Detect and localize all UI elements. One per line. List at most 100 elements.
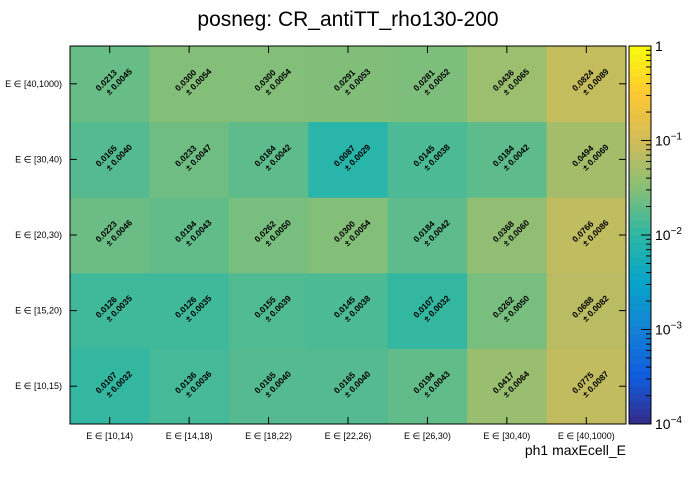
heatmap-cell — [228, 121, 309, 198]
colorbar-band — [629, 166, 651, 176]
heatmap-cell — [308, 348, 389, 425]
heatmap-cell — [70, 121, 150, 198]
colorbar-band — [629, 53, 651, 62]
heatmap-cell — [546, 46, 627, 123]
colorbar-tick-base: 10 — [655, 322, 671, 338]
heatmap-cell — [149, 348, 230, 425]
colorbar-tick-exponent: −3 — [671, 321, 683, 332]
colorbar-band — [629, 91, 651, 100]
colorbar-band — [629, 159, 651, 168]
colorbar-band — [629, 235, 651, 244]
heatmap-cell — [387, 272, 468, 349]
heatmap-cell — [308, 272, 389, 349]
colorbar: 10−410−310−210−11 — [628, 38, 683, 432]
y-tick-label: E ∈ [20,30) — [15, 230, 62, 240]
x-axis-label: ph1 maxEcell_E — [525, 442, 626, 458]
chart-title: posneg: CR_antiTT_rho130-200 — [197, 8, 498, 31]
colorbar-band — [629, 318, 651, 327]
heatmap-cell — [149, 197, 230, 274]
x-tick-label: E ∈ [30,40) — [483, 431, 530, 441]
x-tick-label: E ∈ [40,1000) — [558, 431, 615, 441]
colorbar-tick-base: 10 — [655, 133, 671, 149]
colorbar-tick-label: 1 — [655, 38, 663, 54]
colorbar-band — [629, 204, 651, 213]
y-tick-label: E ∈ [30,40) — [15, 154, 62, 164]
colorbar-band — [629, 378, 651, 387]
colorbar-tick-exponent: −4 — [671, 415, 683, 426]
x-tick-label: E ∈ [10,14) — [86, 431, 133, 441]
colorbar-band — [629, 227, 651, 236]
axes: E ∈ [10,14) E ∈ [14,18) E ∈ [18,22) E ∈ [22… — [5, 46, 626, 441]
colorbar-band — [629, 129, 651, 138]
colorbar-band — [629, 98, 651, 107]
heatmap-cells — [70, 46, 627, 425]
heatmap-cell — [387, 348, 468, 425]
y-tick-label: E ∈ [10,15) — [15, 381, 62, 391]
colorbar-band — [629, 325, 651, 334]
colorbar-tick-label: 10−1 — [655, 132, 682, 149]
colorbar-band — [629, 121, 651, 130]
colorbar-band — [629, 76, 651, 85]
colorbar-band — [629, 416, 651, 425]
heatmap-cell — [228, 348, 309, 425]
heatmap-cell — [546, 121, 627, 198]
colorbar-band — [629, 182, 651, 191]
colorbar-band — [629, 355, 651, 365]
colorbar-band — [629, 151, 651, 160]
colorbar-band — [629, 61, 651, 70]
heatmap-cell — [467, 46, 548, 123]
heatmap-cell — [387, 121, 468, 198]
heatmap-cell — [387, 46, 468, 123]
colorbar-band — [629, 393, 651, 402]
colorbar-band — [629, 265, 651, 274]
colorbar-band — [629, 386, 651, 395]
colorbar-band — [629, 295, 651, 304]
heatmap-cell — [467, 121, 548, 198]
heatmap-cell — [546, 197, 627, 274]
heatmap-cell — [467, 348, 548, 425]
heatmap-cell — [308, 121, 389, 198]
heatmap-cell — [70, 46, 150, 123]
colorbar-band — [629, 257, 651, 266]
x-tick-label: E ∈ [26,30) — [404, 431, 451, 441]
colorbar-band — [629, 114, 651, 123]
heatmap-cell — [70, 348, 150, 425]
colorbar-tick-base: 10 — [655, 227, 671, 243]
heatmap-cell — [149, 121, 230, 198]
y-tick-label: E ∈ [15,20) — [15, 306, 62, 316]
heatmap-cell — [228, 46, 309, 123]
colorbar-band — [629, 363, 651, 372]
colorbar-band — [629, 333, 651, 342]
colorbar-band — [629, 197, 651, 206]
colorbar-band — [629, 106, 651, 115]
heatmap-cell — [228, 197, 309, 274]
y-tick-label: E ∈ [40,1000) — [5, 79, 62, 89]
heatmap-cell — [149, 46, 230, 123]
colorbar-band — [629, 272, 651, 281]
heatmap-cell — [70, 272, 150, 349]
heatmap-cell — [546, 272, 627, 349]
colorbar-band — [629, 212, 651, 221]
colorbar-band — [629, 174, 651, 183]
heatmap-cell — [149, 272, 230, 349]
colorbar-tick-label: 10−3 — [655, 321, 682, 338]
colorbar-tick-exponent: −2 — [671, 226, 683, 237]
colorbar-tick-exponent: −1 — [671, 132, 683, 143]
colorbar-band — [629, 287, 651, 296]
heatmap-cell — [308, 46, 389, 123]
heatmap-cell — [387, 197, 468, 274]
colorbar-band — [629, 340, 651, 349]
colorbar-band — [629, 242, 651, 251]
colorbar-band — [629, 46, 651, 55]
heatmap-cell — [467, 197, 548, 274]
x-tick-label: E ∈ [22,26) — [325, 431, 372, 441]
colorbar-band — [629, 303, 651, 312]
heatmap-cell — [308, 197, 389, 274]
colorbar-band — [629, 371, 651, 380]
heatmap-cell — [228, 272, 309, 349]
colorbar-band — [629, 83, 651, 92]
colorbar-band — [629, 219, 651, 228]
colorbar-band — [629, 408, 651, 417]
